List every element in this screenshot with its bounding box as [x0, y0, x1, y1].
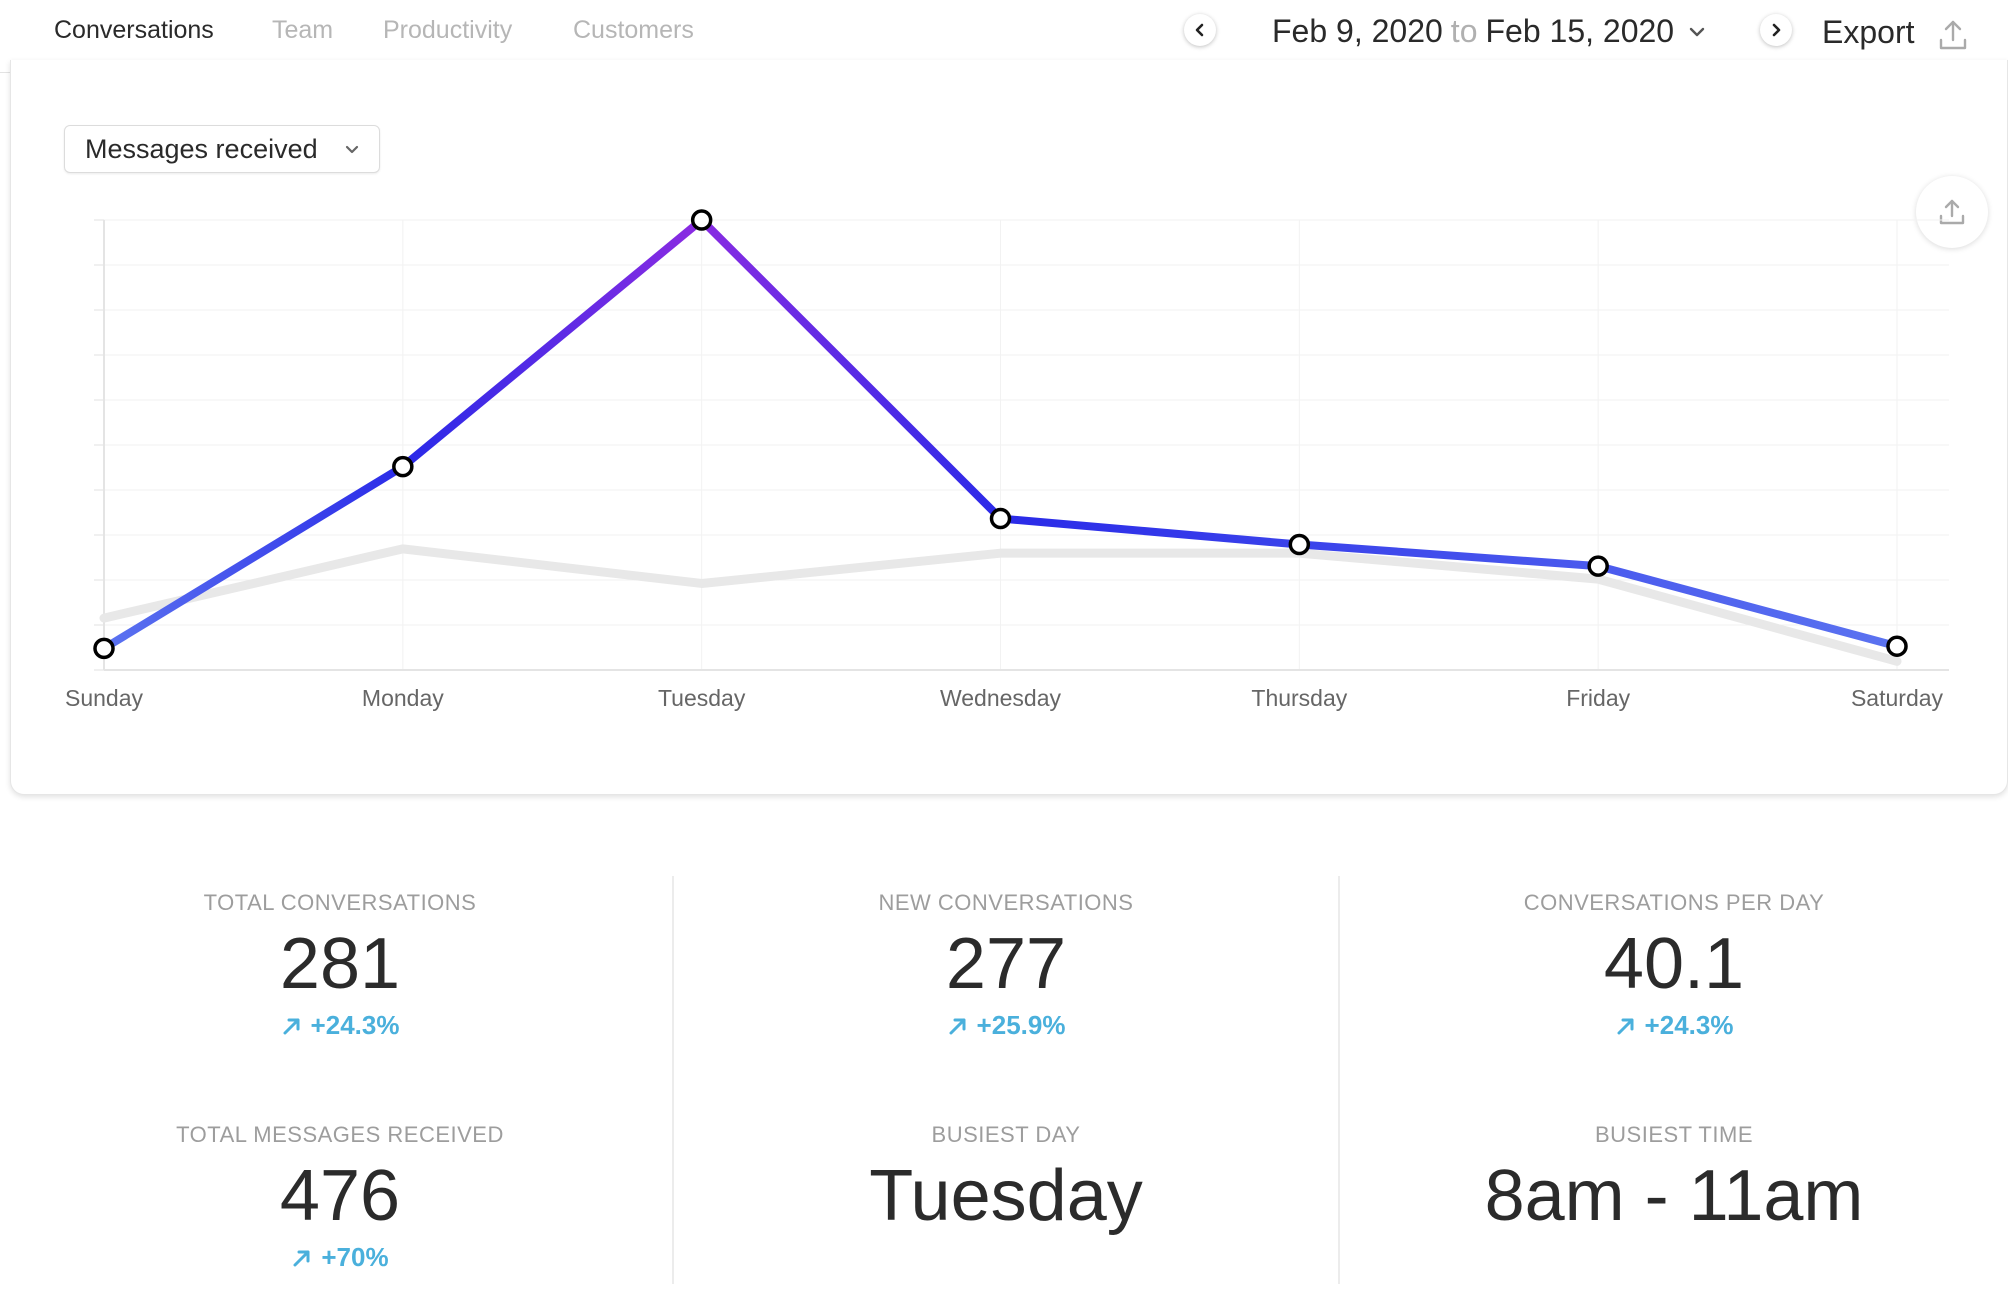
stat-conversations-per-day: CONVERSATIONS PER DAY 40.1 +24.3% — [1364, 890, 1984, 1041]
chart-card — [10, 60, 2008, 795]
upload-icon[interactable] — [1938, 18, 1968, 52]
stat-change: +70% — [30, 1242, 650, 1273]
stat-value: 40.1 — [1603, 924, 1745, 1004]
stat-change: +24.3% — [1364, 1010, 1984, 1041]
stat-value: 281 — [279, 924, 401, 1004]
tab-productivity[interactable]: Productivity — [383, 16, 513, 44]
metric-select[interactable]: Messages received — [64, 125, 380, 173]
tab-customers[interactable]: Customers — [573, 16, 694, 44]
date-start: Feb 9, 2020 — [1272, 13, 1443, 49]
stats-divider — [1338, 876, 1340, 1284]
x-tick-label: Wednesday — [940, 685, 1062, 711]
x-tick-label: Monday — [362, 685, 444, 711]
chevron-down-icon — [345, 145, 359, 154]
date-end: Feb 15, 2020 — [1485, 13, 1675, 49]
x-tick-label: Tuesday — [658, 685, 746, 711]
stats-divider — [672, 876, 674, 1284]
export-button[interactable]: Export — [1822, 14, 1915, 50]
stat-busiest-day: BUSIEST DAY Tuesday — [696, 1122, 1316, 1232]
stat-change: +24.3% — [30, 1010, 650, 1041]
data-point — [690, 209, 713, 231]
metric-select-value: Messages received — [85, 133, 318, 164]
stat-value: 8am - 11am — [1484, 1156, 1864, 1236]
x-tick-label: Saturday — [1851, 685, 1944, 711]
stat-label: TOTAL CONVERSATIONS — [203, 890, 477, 915]
chevron-down-icon — [1688, 26, 1706, 38]
series-previous-line — [99, 544, 1902, 666]
tab-conversations[interactable]: Conversations — [54, 16, 214, 44]
data-point — [392, 455, 414, 478]
x-tick-label: Friday — [1566, 685, 1630, 711]
chart-export-button[interactable] — [1916, 176, 1988, 248]
stat-label: BUSIEST TIME — [1594, 1122, 1753, 1147]
stat-label: TOTAL MESSAGES RECEIVED — [176, 1122, 504, 1147]
data-point — [989, 507, 1012, 530]
stat-label: CONVERSATIONS PER DAY — [1523, 890, 1825, 915]
data-point — [1886, 635, 1908, 657]
date-separator: to — [1450, 13, 1478, 49]
chevron-left-icon — [1195, 23, 1204, 37]
trend-up-arrow-icon — [949, 1018, 966, 1034]
stat-label: NEW CONVERSATIONS — [878, 890, 1134, 915]
x-tick-label: Sunday — [65, 685, 144, 711]
next-period-button[interactable] — [1760, 14, 1792, 46]
trend-up-arrow-icon — [1617, 1018, 1634, 1034]
data-point — [93, 637, 115, 660]
stat-value: 277 — [945, 924, 1067, 1004]
line-chart: Sunday Monday Tuesday Wednesday Thursday Frid… — [65, 209, 1949, 711]
previous-period-button[interactable] — [1184, 14, 1216, 46]
stat-busiest-time: BUSIEST TIME 8am - 11am — [1364, 1122, 1984, 1232]
stat-value: 476 — [279, 1156, 401, 1236]
stat-total-conversations: TOTAL CONVERSATIONS 281 +24.3% — [30, 890, 650, 1041]
chevron-right-icon — [1772, 23, 1781, 37]
date-range-picker[interactable]: Feb 9, 2020 to Feb 15, 2020 — [1272, 13, 1706, 50]
trend-up-arrow-icon — [283, 1018, 300, 1034]
tab-team[interactable]: Team — [272, 16, 334, 44]
data-point — [1288, 533, 1311, 556]
trend-up-arrow-icon — [293, 1250, 310, 1266]
stat-label: BUSIEST DAY — [931, 1122, 1081, 1147]
stat-total-messages-received: TOTAL MESSAGES RECEIVED 476 +70% — [30, 1122, 650, 1273]
data-point — [1587, 555, 1609, 577]
stat-new-conversations: NEW CONVERSATIONS 277 +25.9% — [696, 890, 1316, 1041]
stat-value: Tuesday — [869, 1156, 1143, 1236]
x-tick-label: Thursday — [1251, 685, 1347, 711]
stat-change: +25.9% — [696, 1010, 1316, 1041]
